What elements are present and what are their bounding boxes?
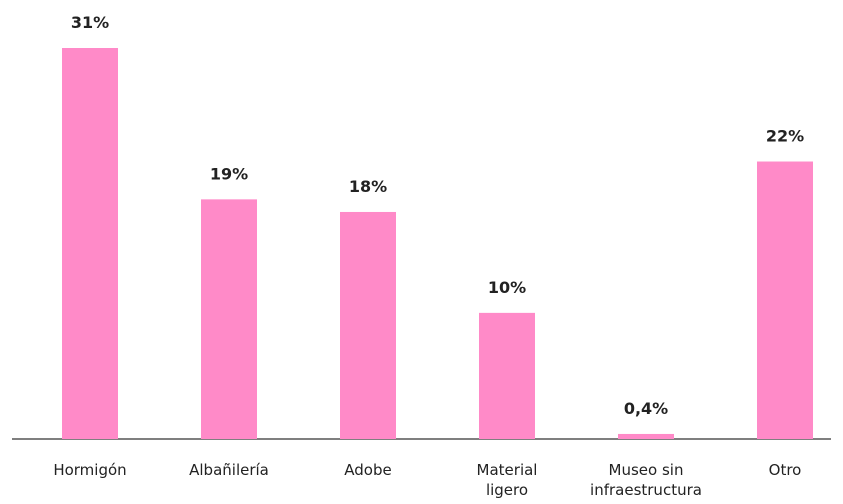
bars-group <box>62 48 813 440</box>
category-label-2: Adobe <box>344 461 391 479</box>
value-label-2: 18% <box>349 177 387 196</box>
category-label-1: Albañilería <box>189 461 269 479</box>
category-label-5: Otro <box>769 461 802 479</box>
bar-4 <box>618 433 674 439</box>
value-label-1: 19% <box>210 164 248 183</box>
bar-1 <box>201 199 257 439</box>
value-label-3: 10% <box>488 278 526 297</box>
category-label-0: Hormigón <box>53 461 126 479</box>
value-labels-group: 31% 19% 18% 10% 0,4% 22% <box>71 13 804 418</box>
bar-0 <box>62 48 118 439</box>
category-labels-group: Hormigón Albañilería Adobe Material ligero Mu… <box>53 461 801 499</box>
bar-5 <box>757 161 813 440</box>
bar-3 <box>479 312 535 439</box>
bar-2 <box>340 211 396 439</box>
category-label-4: Museo sin infraestructura <box>590 461 702 499</box>
category-label-3: Material ligero <box>477 461 538 499</box>
value-label-5: 22% <box>766 127 804 146</box>
value-label-4: 0,4% <box>624 399 668 418</box>
value-label-0: 31% <box>71 13 109 32</box>
